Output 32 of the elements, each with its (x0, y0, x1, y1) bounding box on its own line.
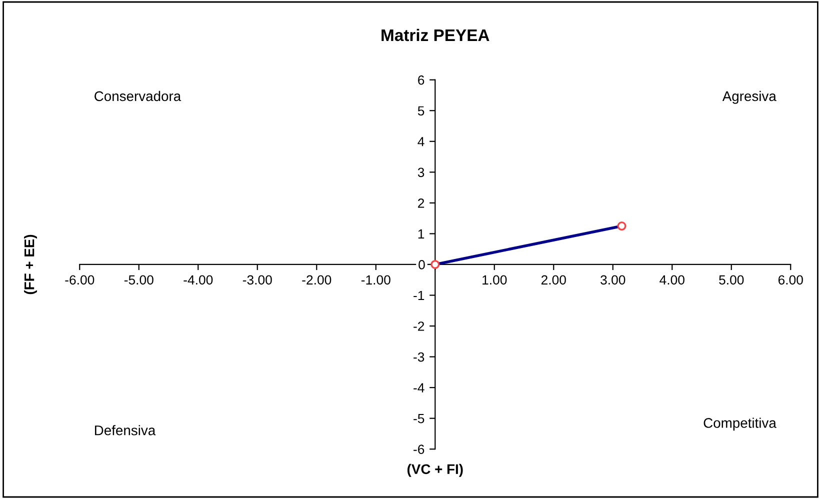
y-tick-label: -5 (414, 414, 424, 424)
annotation: Defensiva (94, 425, 156, 436)
x-tick-label: 4.00 (660, 275, 684, 285)
x-tick-label: -5.00 (124, 275, 154, 285)
y-tick-label: -6 (414, 444, 424, 454)
annotation: Competitiva (704, 418, 776, 431)
x-tick-label: -1.00 (361, 275, 390, 285)
x-axis-title: (VC + FI) (407, 464, 463, 477)
y-tick-label: 6 (418, 75, 424, 85)
x-tick-label: -2.00 (302, 275, 332, 285)
y-tick-label: 4 (418, 137, 424, 146)
y-tick-label: -4 (414, 383, 424, 392)
x-tick-label: 2.00 (541, 275, 566, 285)
y-tick-label: 2 (418, 198, 424, 208)
y-axis-title: (FF + EE) (24, 234, 37, 294)
x-tick-label: 1.00 (482, 275, 507, 285)
y-tick-label: 3 (418, 168, 424, 178)
x-tick-label: -6.00 (65, 275, 94, 285)
x-tick-label: 5.00 (719, 275, 744, 285)
annotation: Conservadora (94, 90, 182, 102)
annotation: Agresiva (722, 90, 776, 104)
y-tick-label: -1 (414, 290, 424, 300)
y-tick-label: 1 (418, 229, 424, 238)
y-tick-label: 0 (418, 260, 425, 270)
y-tick-label: 5 (418, 106, 424, 116)
x-tick-label: -4.00 (184, 275, 213, 285)
x-tick-label: 6.00 (778, 275, 803, 285)
y-tick-label: -2 (414, 322, 424, 331)
chart-title: Matriz PEYEA (382, 28, 490, 42)
x-tick-label: -3.00 (242, 275, 272, 285)
y-tick-label: -3 (414, 352, 424, 362)
x-tick-label: 3.00 (600, 275, 626, 285)
